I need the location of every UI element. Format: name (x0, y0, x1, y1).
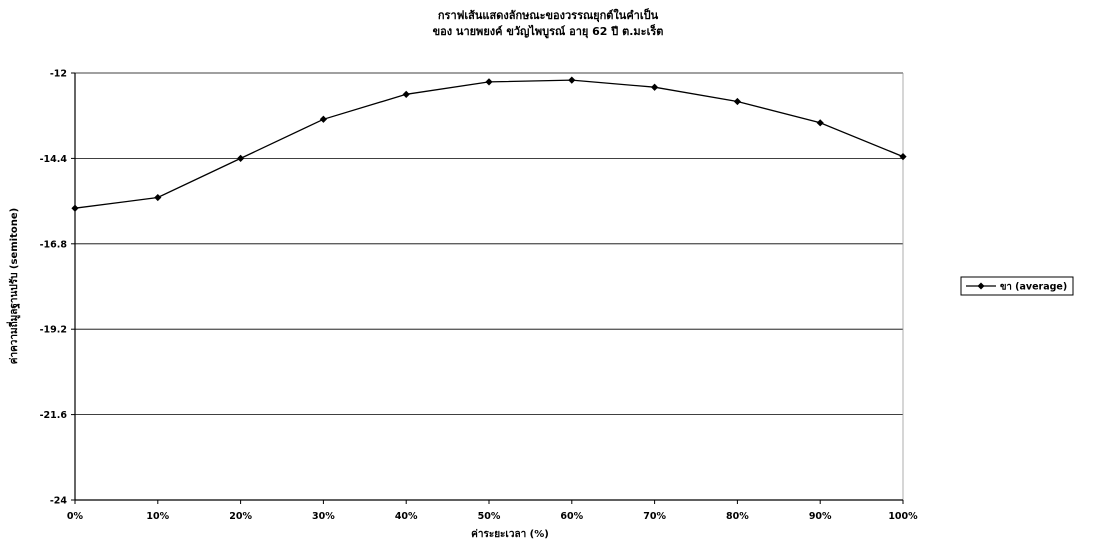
y-tick-label: -19.2 (40, 325, 67, 336)
axes (71, 72, 904, 504)
chart-title: กราฟเส้นแสดงลักษณะของวรรณยุกต์ในคำเป็น (438, 8, 659, 23)
data-point (568, 76, 576, 84)
series-layer (71, 76, 907, 212)
data-point (816, 119, 824, 127)
data-point (237, 154, 245, 162)
gridlines (75, 72, 903, 416)
x-tick-label: 80% (726, 511, 749, 522)
x-tick-labels: 0% 10% 20% 30% 40% 50% 60% 70% 80% 90% 100% (67, 511, 918, 522)
x-tick-label: 50% (478, 511, 501, 522)
x-tick-label: 60% (560, 511, 583, 522)
x-tick-label: 100% (888, 511, 918, 522)
data-point (154, 193, 162, 202)
legend-entry-label: ขา (average) (1000, 282, 1067, 293)
data-point (651, 83, 659, 91)
data-point (71, 204, 79, 212)
legend-box (960, 276, 1074, 296)
y-tick-label: -21.6 (40, 410, 68, 421)
y-tick-label: -14.4 (40, 154, 68, 165)
y-tick-label: -24 (50, 496, 68, 507)
x-tick-label: 10% (146, 511, 169, 522)
data-point (402, 90, 410, 98)
legend: ขา (average) (960, 276, 1074, 296)
y-tick-label: -12 (50, 69, 67, 80)
data-point (899, 153, 907, 161)
y-tick-labels: -12 -14.4 -16.8 -19.2 -21.6 -24 (40, 69, 68, 507)
x-tick-label: 40% (395, 511, 418, 522)
x-tick-label: 90% (809, 511, 832, 522)
x-axis-label: ค่าระยะเวลา (%) (471, 528, 549, 540)
data-point (319, 115, 327, 123)
legend-diamond-marker (977, 282, 985, 290)
data-point (733, 97, 741, 106)
x-tick-label: 0% (67, 511, 84, 522)
y-axis-label: ค่าความถี่มูลฐานปรับ (semitone) (6, 208, 21, 364)
x-tick-label: 70% (643, 511, 666, 522)
data-point (485, 78, 493, 86)
y-tick-label: -16.8 (40, 239, 68, 250)
chart-subtitle: ของ นายพยงค์ ขวัญไพบูรณ์ อายุ 62 ปี ต.มะ… (433, 24, 664, 39)
x-tick-label: 20% (229, 511, 252, 522)
x-tick-label: 30% (312, 511, 335, 522)
series-line (74, 79, 904, 209)
